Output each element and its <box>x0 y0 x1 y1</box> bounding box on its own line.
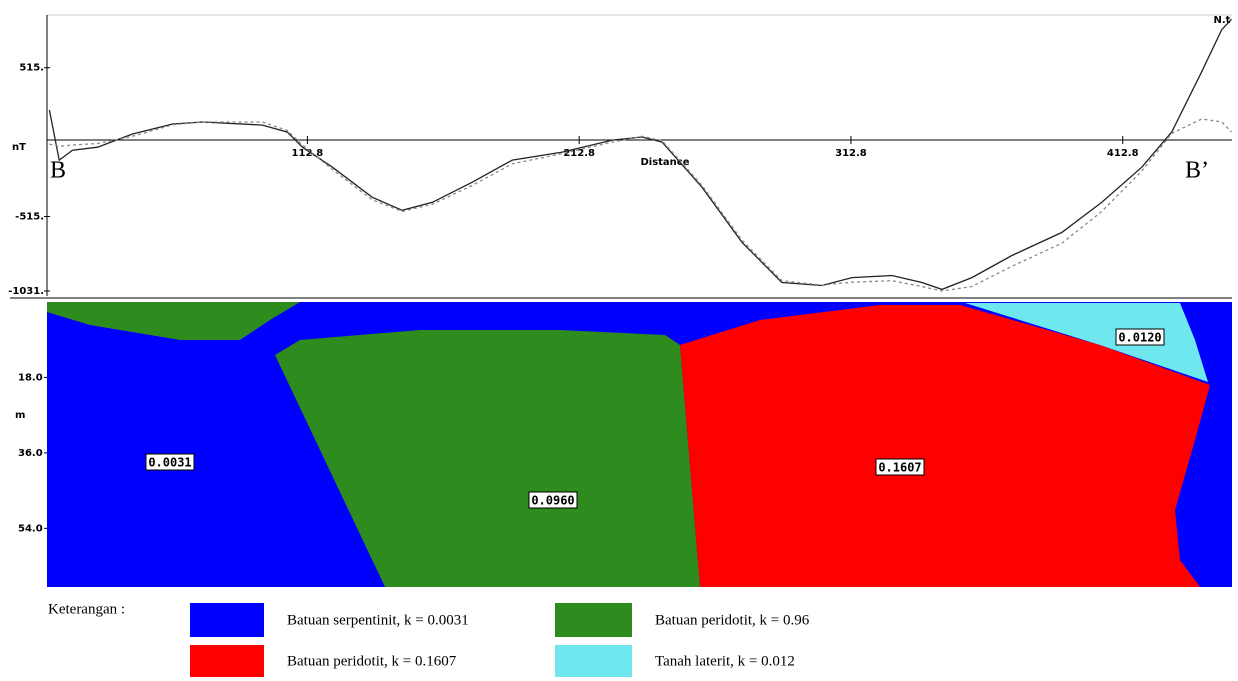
y-tick-label: 54.0 <box>18 523 43 534</box>
y-tick-label: 18.0 <box>18 372 43 383</box>
body-label: 0.0031 <box>148 456 191 470</box>
x-tick-label: 112.8 <box>292 148 324 159</box>
x-tick-label: 412.8 <box>1107 148 1139 159</box>
legend-swatch <box>190 645 264 679</box>
corner-label: N.t <box>1214 15 1231 26</box>
legend-label: Batuan peridotit, k = 0.1607 <box>287 653 457 669</box>
body-green <box>275 330 700 587</box>
legend-swatch <box>555 645 632 679</box>
x-label: Distance <box>640 157 689 168</box>
body-label-box <box>1115 328 1165 346</box>
data-line <box>49 118 1232 292</box>
legend-label: Batuan peridotit, k = 0.96 <box>655 612 810 628</box>
y-label: nT <box>12 142 26 153</box>
body-label-box <box>145 453 195 471</box>
x-tick-label: 312.8 <box>835 148 867 159</box>
data-line <box>48 18 1232 291</box>
y-tick-label: -1031. <box>8 286 44 297</box>
legend-swatch <box>190 603 264 637</box>
start-label: B <box>50 158 66 184</box>
legend-swatch <box>555 603 632 637</box>
body-label: 0.0120 <box>1118 331 1161 345</box>
y-tick-label: 36.0 <box>18 448 43 459</box>
body-label: 0.0960 <box>531 494 574 508</box>
end-label: B’ <box>1185 158 1209 184</box>
y-tick-label: 515. <box>19 63 44 74</box>
body-green-top <box>47 302 300 340</box>
section: m <box>15 302 1232 587</box>
legend-label: Batuan serpentinit, k = 0.0031 <box>287 612 469 628</box>
body-cyan <box>965 303 1208 382</box>
legend-title: Keterangan : <box>48 601 125 617</box>
body-label-box <box>875 458 925 476</box>
body-label-box <box>528 491 578 509</box>
y-tick-label: -515. <box>15 211 44 222</box>
body-label: 0.1607 <box>878 461 921 475</box>
body-red <box>680 305 1210 587</box>
x-tick-label: 212.8 <box>563 148 595 159</box>
section-y-label: m <box>15 410 25 421</box>
legend-label: Tanah laterit, k = 0.012 <box>655 653 795 669</box>
